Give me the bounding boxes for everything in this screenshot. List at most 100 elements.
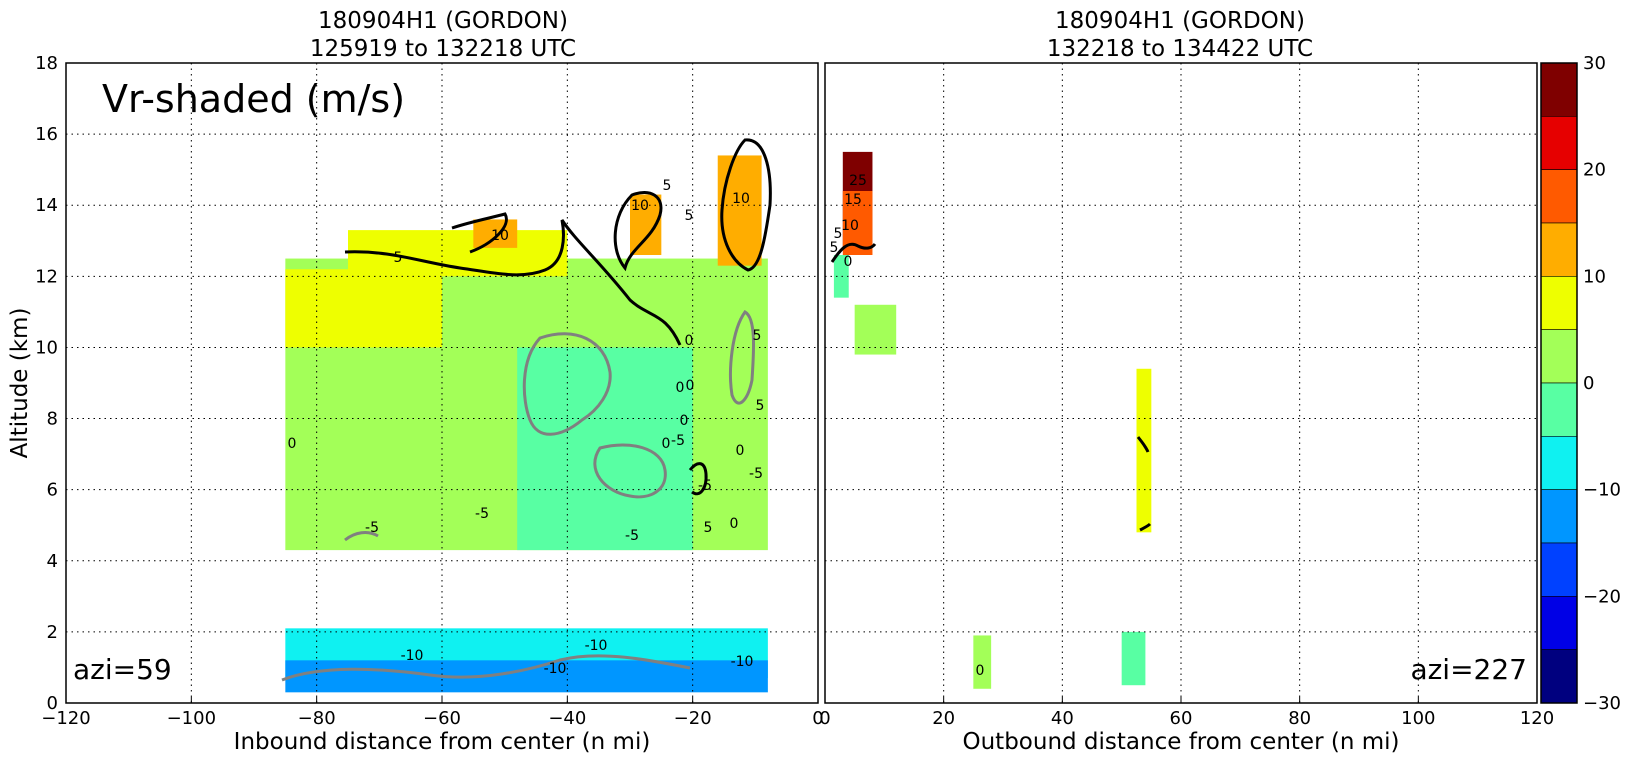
right-contour-label: 0 xyxy=(976,663,985,679)
left-contour-label: -5 xyxy=(671,433,685,449)
right-azimuth-label: azi=227 xyxy=(1410,653,1527,686)
y-tick-label: 6 xyxy=(47,480,58,501)
left-x-tick-label: −20 xyxy=(674,708,712,729)
colorbar-tick-labels: 30 20 10 0 −10 −20 −30 xyxy=(1583,53,1621,714)
right-x-tick-label: 80 xyxy=(1288,708,1311,729)
left-x-tick-label: −40 xyxy=(548,708,586,729)
y-tick-label: 18 xyxy=(35,53,58,74)
left-contour-label: 0 xyxy=(730,516,739,532)
right-grid xyxy=(825,63,1537,703)
left-x-tick-label: −80 xyxy=(298,708,336,729)
left-contour-label: 5 xyxy=(753,328,762,344)
right-x-tick-label: 40 xyxy=(1051,708,1074,729)
left-shaded-region-5 xyxy=(717,155,762,266)
left-contour-label: 0 xyxy=(680,413,689,429)
left-contour-label: -5 xyxy=(365,520,379,536)
y-axis-label: Altitude (km) xyxy=(7,308,33,459)
left-contour-label: -5 xyxy=(749,466,763,482)
left-contour-label: -10 xyxy=(585,638,608,654)
y-tick-label: 0 xyxy=(47,693,58,714)
right-shaded-region-3 xyxy=(854,304,897,355)
left-contour-label: 10 xyxy=(491,228,509,244)
left-shaded-region-8 xyxy=(285,660,768,693)
left-contour-label: -5 xyxy=(625,528,639,544)
right-contour-label: 0 xyxy=(844,254,853,270)
left-contour-label: -10 xyxy=(544,661,567,677)
left-contour-label: 0 xyxy=(662,436,671,452)
right-contour-lines xyxy=(830,242,1152,532)
colorbar-cell xyxy=(1540,382,1578,437)
right-contour-label: 15 xyxy=(844,192,862,208)
right-x-tick-label: 60 xyxy=(1170,708,1193,729)
right-shaded-region-6 xyxy=(973,635,992,689)
left-contour-label: -10 xyxy=(731,654,754,670)
colorbar-tick-label: −30 xyxy=(1583,693,1621,714)
colorbar-cell xyxy=(1540,649,1578,704)
right-shaded-region-2 xyxy=(833,255,849,298)
y-tick-label: 8 xyxy=(47,409,58,430)
left-x-axis-label: Inbound distance from center (n mi) xyxy=(234,729,651,755)
left-shaded-region-3 xyxy=(473,219,518,248)
y-tick-label: 10 xyxy=(35,337,58,358)
y-tick-label: 16 xyxy=(35,124,58,145)
left-contour-label: 5 xyxy=(756,398,765,414)
left-shaded-region-6 xyxy=(517,347,693,551)
left-shaded-regions xyxy=(285,155,768,693)
right-x-tick-label: 20 xyxy=(932,708,955,729)
colorbar-tick-label: 20 xyxy=(1583,160,1606,181)
left-title-line1: 180904H1 (GORDON) xyxy=(318,8,568,34)
left-x-tick-label: −100 xyxy=(167,708,216,729)
left-contour-label: -5 xyxy=(475,506,489,522)
colorbar-cells xyxy=(1540,62,1578,704)
left-shaded-region-1 xyxy=(285,269,442,348)
colorbar-cell xyxy=(1540,116,1578,170)
colorbar-cell xyxy=(1540,489,1578,544)
right-x-tick-labels: 0 20 40 60 80 100 120 xyxy=(819,697,1554,729)
y-tick-label: 2 xyxy=(47,622,58,643)
left-x-tick-label: −60 xyxy=(423,708,461,729)
colorbar: 30 20 10 0 −10 −20 −30 xyxy=(1540,53,1621,714)
colorbar-cell xyxy=(1540,169,1578,224)
colorbar-tick-label: 0 xyxy=(1583,373,1594,394)
colorbar-cell xyxy=(1540,222,1578,277)
colorbar-cell xyxy=(1540,542,1578,597)
right-contour-label: 5 xyxy=(834,226,843,242)
colorbar-cell xyxy=(1540,596,1578,650)
colorbar-tick-label: 30 xyxy=(1583,53,1606,74)
left-x-tick-label: 0 xyxy=(812,708,823,729)
left-contour-label: 5 xyxy=(704,520,713,536)
y-tick-label: 4 xyxy=(47,551,58,572)
left-contour-lines xyxy=(281,138,772,682)
right-x-tick-label: 120 xyxy=(1520,708,1554,729)
left-contour-label: 5 xyxy=(663,178,672,194)
left-contour-label: 10 xyxy=(631,198,649,214)
right-title-line2: 132218 to 134422 UTC xyxy=(1047,36,1313,62)
right-x-tick-label: 100 xyxy=(1401,708,1435,729)
right-shaded-region-5 xyxy=(1121,631,1146,686)
colorbar-tick-label: −20 xyxy=(1583,586,1621,607)
left-x-tick-labels: −120 −100 −80 −60 −40 −20 0 xyxy=(41,697,824,729)
right-shaded-regions xyxy=(833,151,1152,689)
left-contour-label: -5 xyxy=(698,478,712,494)
left-title-line2: 125919 to 132218 UTC xyxy=(310,36,576,62)
right-x-axis-label: Outbound distance from center (n mi) xyxy=(963,729,1400,755)
right-shaded-region-4 xyxy=(1136,368,1152,533)
colorbar-tick-label: −10 xyxy=(1583,480,1621,501)
right-contour-label: 5 xyxy=(830,240,839,256)
colorbar-cell xyxy=(1540,329,1578,384)
colorbar-tick-label: 10 xyxy=(1583,266,1606,287)
left-azimuth-label: azi=59 xyxy=(73,653,172,686)
left-contour-label: 0 xyxy=(676,380,685,396)
left-contour-label: -10 xyxy=(401,648,424,664)
right-contour-label: 10 xyxy=(841,218,859,234)
y-tick-label: 14 xyxy=(35,195,58,216)
left-contour-label: 0 xyxy=(685,333,694,349)
left-grid xyxy=(66,63,818,703)
left-contour-label: 5 xyxy=(685,208,694,224)
colorbar-frame xyxy=(1540,62,1578,704)
left-contour-label: 10 xyxy=(732,191,750,207)
right-title-line1: 180904H1 (GORDON) xyxy=(1055,8,1305,34)
